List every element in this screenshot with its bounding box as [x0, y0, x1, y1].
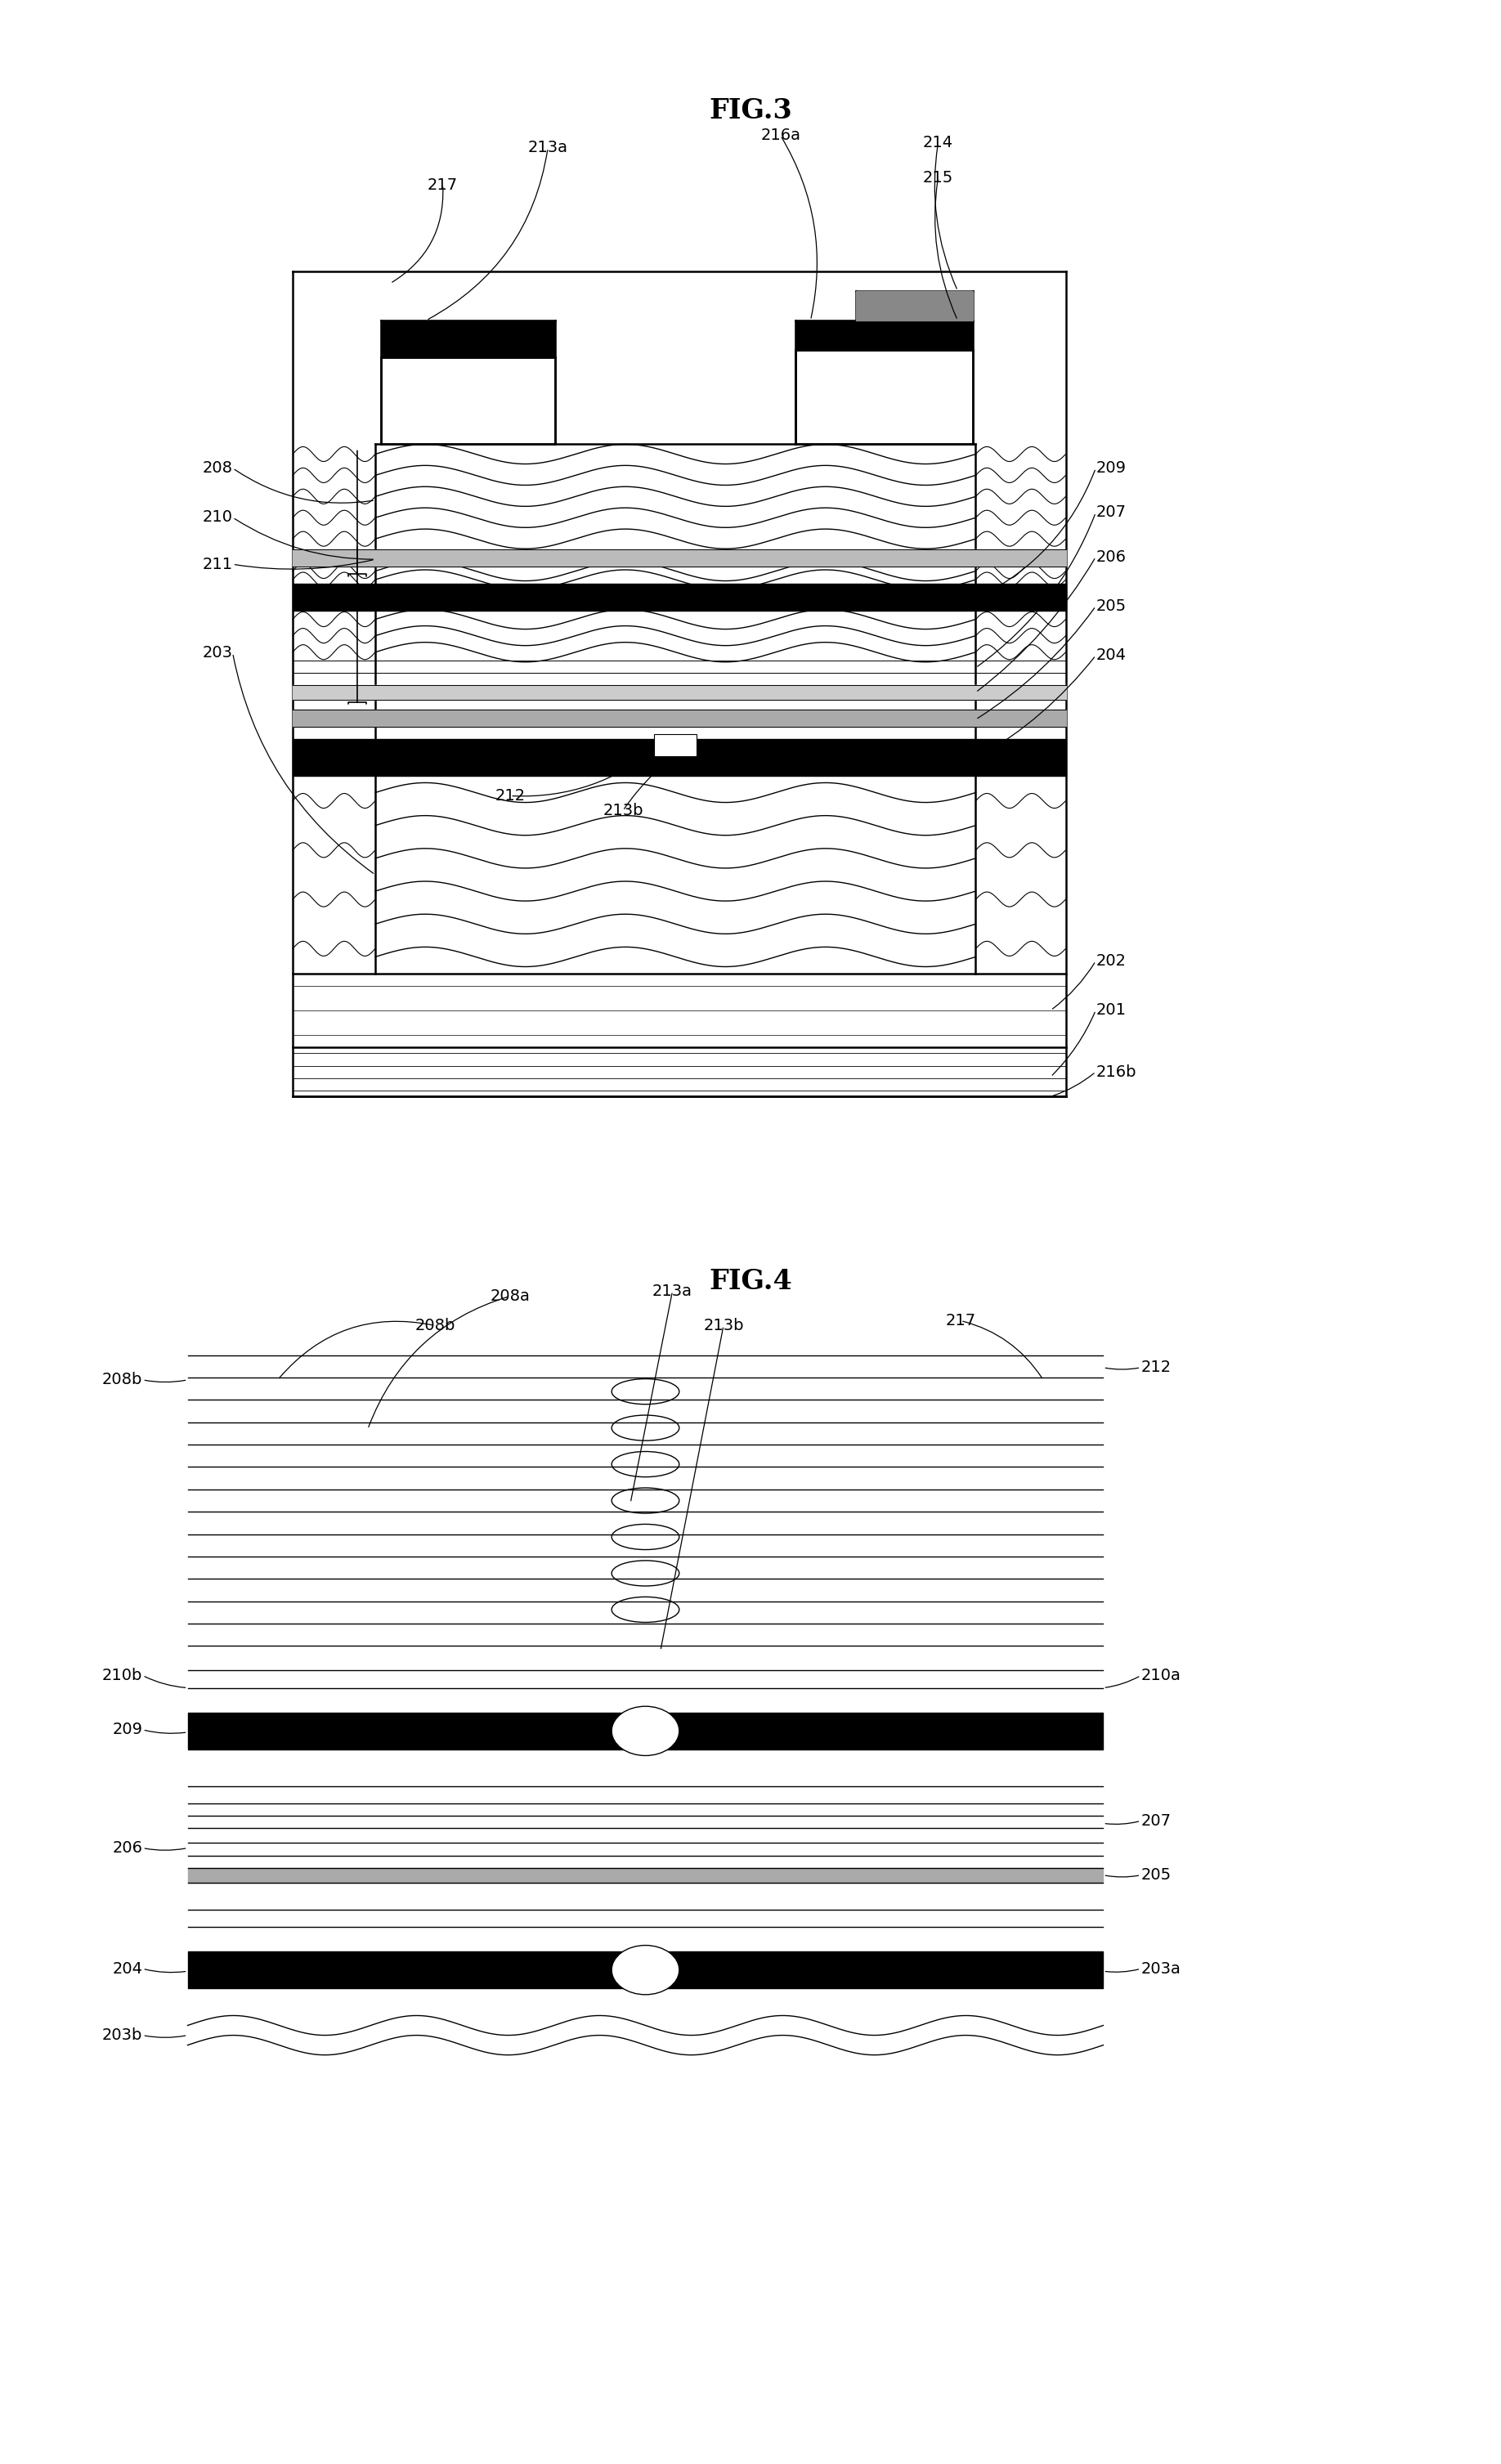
Text: 213b: 213b — [704, 1318, 743, 1333]
Text: FIG.4: FIG.4 — [708, 1269, 793, 1294]
Text: 210: 210 — [203, 510, 233, 525]
Bar — [381, 357, 555, 444]
Text: 203b: 203b — [102, 2028, 143, 2043]
Bar — [654, 734, 696, 756]
Text: 214: 214 — [923, 136, 953, 150]
Text: 206: 206 — [1096, 549, 1126, 564]
Text: 203: 203 — [203, 646, 233, 660]
Text: 202: 202 — [1096, 954, 1126, 968]
Text: 212: 212 — [495, 788, 525, 803]
Text: 211: 211 — [203, 557, 233, 572]
Text: 217: 217 — [428, 177, 458, 192]
Text: 216a: 216a — [761, 128, 800, 143]
Text: 205: 205 — [1096, 599, 1126, 614]
Text: 217: 217 — [946, 1313, 976, 1328]
Text: 203a: 203a — [1141, 1961, 1181, 1976]
Text: FIG.3: FIG.3 — [708, 99, 793, 123]
Text: 209: 209 — [1096, 461, 1126, 476]
Text: 210a: 210a — [1141, 1668, 1181, 1683]
Ellipse shape — [612, 1947, 678, 1996]
Text: 205: 205 — [1141, 1868, 1171, 1882]
Text: 208b: 208b — [416, 1318, 455, 1333]
Text: 215: 215 — [923, 170, 953, 185]
Text: 213a: 213a — [528, 140, 567, 155]
Text: 201: 201 — [1096, 1003, 1126, 1018]
Text: 207: 207 — [1141, 1814, 1171, 1828]
Ellipse shape — [612, 1705, 678, 1754]
Text: 204: 204 — [1096, 648, 1126, 663]
Text: 210b: 210b — [102, 1668, 143, 1683]
Text: 209: 209 — [113, 1722, 143, 1737]
Text: 213a: 213a — [653, 1284, 692, 1299]
Text: 208b: 208b — [102, 1372, 143, 1387]
Text: 208a: 208a — [491, 1289, 530, 1303]
Bar — [796, 350, 973, 444]
Text: 216b: 216b — [1096, 1064, 1136, 1079]
Text: 212: 212 — [1141, 1360, 1171, 1375]
Text: 206: 206 — [113, 1841, 143, 1855]
Text: 213b: 213b — [603, 803, 642, 818]
Text: 204: 204 — [113, 1961, 143, 1976]
Text: 208: 208 — [203, 461, 233, 476]
Text: 207: 207 — [1096, 505, 1126, 520]
